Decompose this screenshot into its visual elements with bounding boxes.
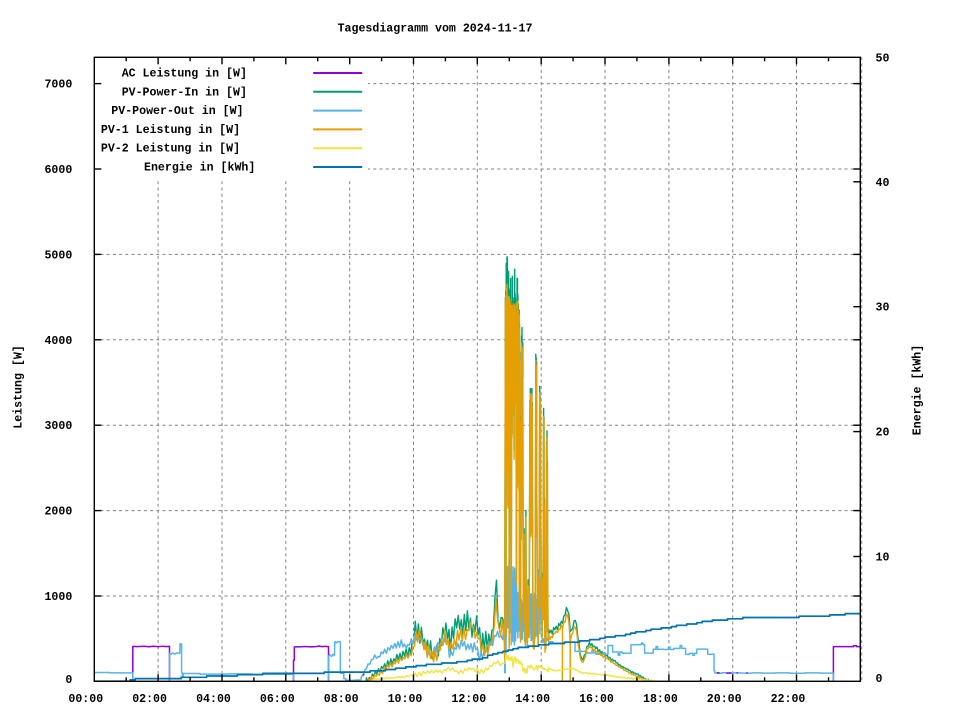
svg-text:PV-1 Leistung in [W]: PV-1 Leistung in [W] [101, 124, 240, 137]
svg-text:7000: 7000 [44, 79, 72, 92]
svg-text:20: 20 [876, 427, 890, 440]
svg-text:50: 50 [876, 52, 890, 65]
svg-text:Energie [kWh]: Energie [kWh] [911, 345, 924, 435]
svg-text:1000: 1000 [44, 591, 72, 604]
svg-text:Tagesdiagramm vom 2024-11-17: Tagesdiagramm vom 2024-11-17 [338, 23, 533, 36]
svg-text:00:00: 00:00 [68, 693, 103, 706]
svg-text:10:00: 10:00 [388, 693, 423, 706]
svg-text:3000: 3000 [44, 420, 72, 433]
svg-text:04:00: 04:00 [196, 693, 231, 706]
svg-text:PV-Power-Out in [W]: PV-Power-Out in [W] [111, 105, 243, 118]
svg-text:PV-Power-In in [W]: PV-Power-In in [W] [122, 86, 247, 99]
svg-text:22:00: 22:00 [771, 693, 806, 706]
svg-text:0: 0 [65, 674, 72, 687]
svg-text:0: 0 [876, 673, 883, 686]
svg-text:PV-2 Leistung in [W]: PV-2 Leistung in [W] [101, 143, 240, 156]
svg-text:Energie in [kWh]: Energie in [kWh] [144, 162, 255, 175]
svg-text:5000: 5000 [44, 249, 72, 262]
svg-text:6000: 6000 [44, 164, 72, 177]
svg-text:18:00: 18:00 [643, 693, 678, 706]
svg-text:20:00: 20:00 [707, 693, 742, 706]
svg-text:30: 30 [876, 302, 890, 315]
svg-text:Leistung [W]: Leistung [W] [13, 345, 26, 429]
svg-text:08:00: 08:00 [324, 693, 359, 706]
svg-text:10: 10 [876, 552, 890, 565]
svg-text:2000: 2000 [44, 506, 72, 519]
svg-text:16:00: 16:00 [579, 693, 614, 706]
svg-text:14:00: 14:00 [515, 693, 550, 706]
svg-text:4000: 4000 [44, 335, 72, 348]
svg-text:40: 40 [876, 177, 890, 190]
svg-text:AC Leistung in [W]: AC Leistung in [W] [122, 68, 247, 81]
svg-text:06:00: 06:00 [260, 693, 295, 706]
svg-text:02:00: 02:00 [132, 693, 167, 706]
svg-text:12:00: 12:00 [451, 693, 486, 706]
